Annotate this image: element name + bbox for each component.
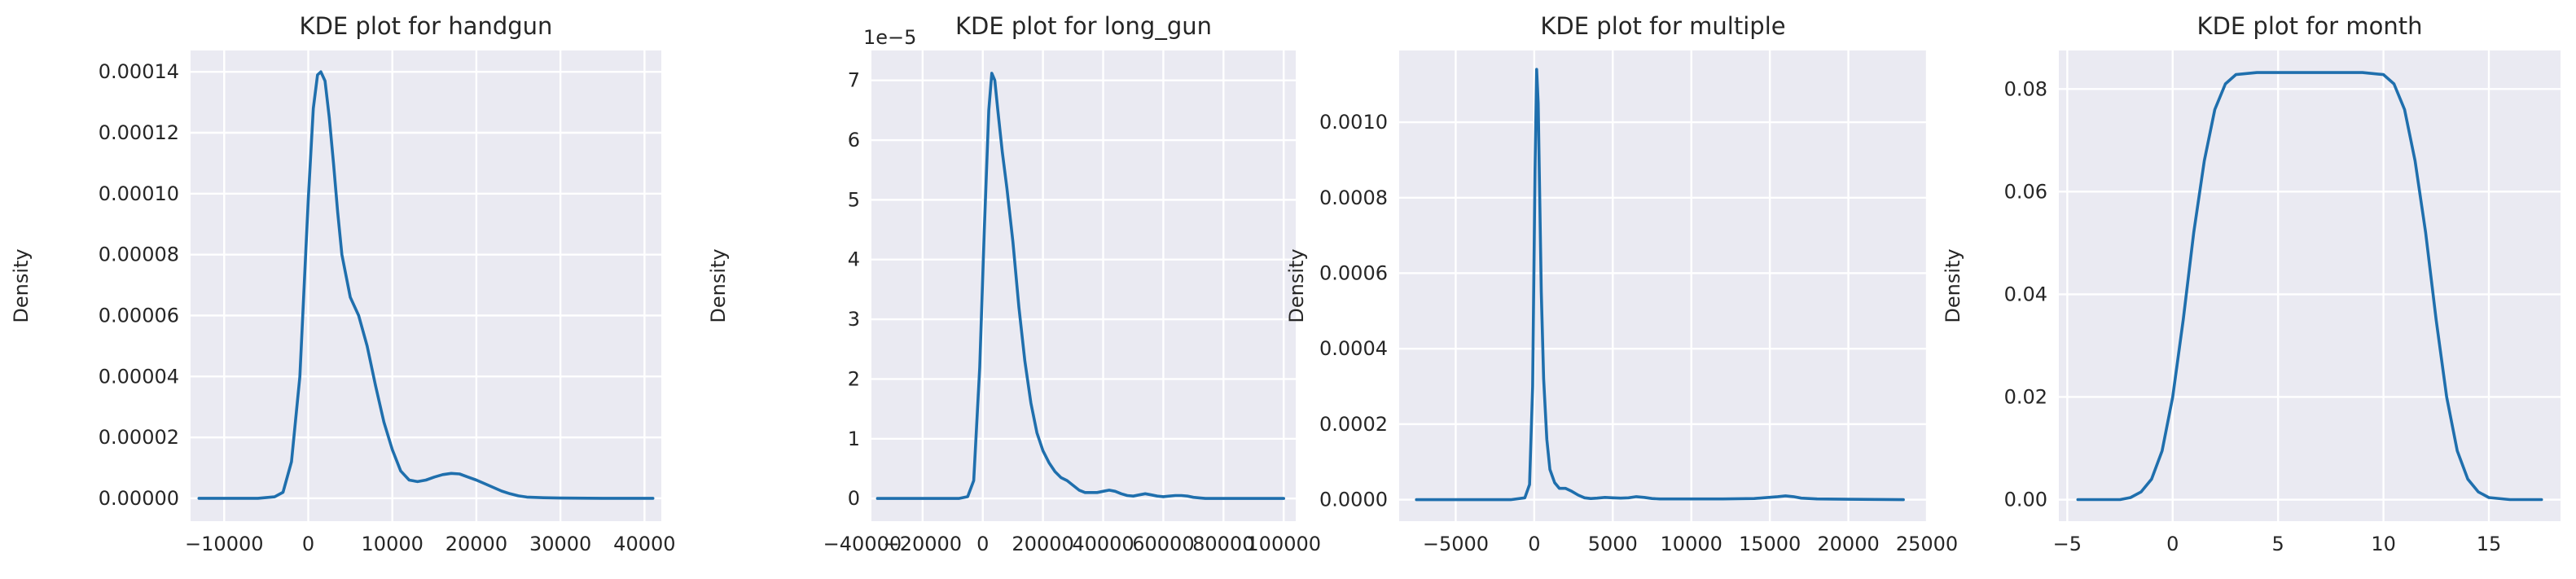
x-tick-label: 100000	[1246, 533, 1321, 555]
plot-area	[2059, 50, 2561, 521]
y-tick-label: 0.0004	[1319, 337, 1388, 360]
x-tick-label: −10000	[185, 533, 263, 555]
x-tick-label: 15000	[1739, 533, 1801, 555]
y-axis-title: Density	[1942, 248, 1964, 322]
y-tick-label: 6	[848, 129, 860, 151]
x-tick-label: 20000	[1817, 533, 1879, 555]
x-tick-label: 40000	[1072, 533, 1134, 555]
y-tick-label: 0.02	[2004, 385, 2047, 408]
kde-curve	[1415, 68, 1905, 502]
y-tick-label: 0.00008	[99, 243, 179, 266]
chart-title: KDE plot for long_gun	[955, 12, 1212, 40]
x-tick-label: 80000	[1192, 533, 1254, 555]
y-tick-label: 0	[848, 487, 860, 510]
chart-title: KDE plot for handgun	[300, 12, 553, 40]
x-tick-label: 40000	[613, 533, 675, 555]
kde-panel-4: −5 0 5 10 15 0.00 0.02 0.04 0.06 0.08 Density KDE p…	[1942, 12, 2561, 555]
y-tick-label: 0.00004	[99, 365, 179, 388]
y-tick-label: 3	[848, 308, 860, 331]
y-tick-label: 0.00000	[99, 487, 179, 510]
x-tick-label: 10000	[1661, 533, 1722, 555]
kde-curve	[2076, 71, 2543, 502]
x-tick-label: 0	[1528, 533, 1540, 555]
y-tick-label: 0.0006	[1319, 261, 1388, 284]
y-tick-label: 0.04	[2004, 283, 2047, 305]
y-tick-label: 4	[848, 248, 860, 271]
y-tick-label: 7	[848, 69, 860, 92]
x-tick-label: 10000	[362, 533, 423, 555]
y-tick-label: 0.0008	[1319, 186, 1388, 209]
x-tick-label: 10	[2371, 533, 2396, 555]
x-tick-label: 5	[2272, 533, 2284, 555]
y-tick-label: 0.0002	[1319, 413, 1388, 436]
x-tick-label: 30000	[529, 533, 591, 555]
chart-title: KDE plot for multiple	[1540, 12, 1785, 40]
x-tick-label: 25000	[1896, 533, 1958, 555]
y-tick-label: 0.00002	[99, 426, 179, 449]
y-tick-label: 0.00010	[99, 182, 179, 205]
x-tick-label: 20000	[1012, 533, 1073, 555]
x-tick-label: 5000	[1588, 533, 1638, 555]
y-tick-label: 0.06	[2004, 180, 2047, 203]
y-tick-label: 0.00014	[99, 60, 179, 83]
plot-area	[871, 50, 1296, 521]
x-tick-label: −20000	[884, 533, 962, 555]
kde-panel-3: −5000 0 5000 10000 15000 20000 25000 0.0000 0.00…	[1285, 12, 1958, 555]
y-tick-label: 0.00	[2004, 489, 2047, 511]
y-tick-label: 2	[848, 367, 860, 390]
y-offset-label: 1e−5	[863, 26, 916, 49]
x-tick-label: 15	[2477, 533, 2502, 555]
y-tick-label: 5	[848, 188, 860, 211]
kde-curve	[875, 72, 1285, 500]
y-axis-title: Density	[1285, 248, 1308, 322]
y-tick-label: 1	[848, 428, 860, 450]
kde-curve	[197, 70, 655, 500]
x-tick-label: −40000	[823, 533, 902, 555]
y-tick-label: 0.00006	[99, 304, 179, 327]
x-tick-label: −5000	[1423, 533, 1489, 555]
kde-panel-1: −10000 0 10000 20000 30000 40000 0.00000 0.0000…	[10, 12, 676, 555]
x-tick-label: 0	[302, 533, 314, 555]
x-tick-label: 60000	[1132, 533, 1194, 555]
x-tick-label: −5	[2053, 533, 2082, 555]
y-tick-label: 0.0000	[1319, 489, 1388, 511]
y-tick-label: 0.00012	[99, 121, 179, 144]
y-tick-label: 0.0010	[1319, 111, 1388, 134]
x-tick-label: 20000	[445, 533, 507, 555]
plot-area	[191, 50, 661, 521]
chart-title: KDE plot for month	[2197, 12, 2423, 40]
y-tick-label: 0.08	[2004, 77, 2047, 100]
x-tick-label: 0	[2166, 533, 2179, 555]
x-tick-label: 0	[976, 533, 989, 555]
plot-area	[1399, 50, 1927, 521]
y-axis-title: Density	[707, 248, 730, 322]
y-axis-title: Density	[10, 248, 33, 322]
